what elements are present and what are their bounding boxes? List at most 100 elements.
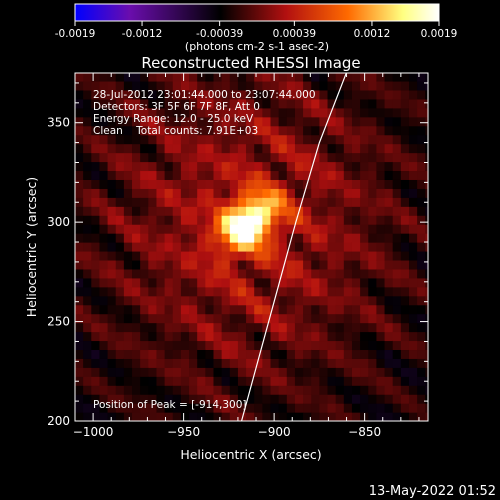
heatmap-cell: [303, 331, 312, 342]
heatmap-cell: [221, 242, 231, 252]
heatmap-cell: [262, 161, 272, 172]
heatmap-cell: [278, 98, 288, 109]
annotation-time-range: 28-Jul-2012 23:01:44.000 to 23:07:44.000: [93, 89, 316, 101]
heatmap-cell: [262, 143, 272, 154]
heatmap-cell: [327, 250, 337, 261]
heatmap-cell: [164, 107, 174, 118]
heatmap-cell: [229, 143, 239, 154]
heatmap-cell: [286, 259, 296, 270]
heatmap-cell: [99, 80, 109, 91]
heatmap-cell: [408, 143, 418, 154]
heatmap-cell: [132, 143, 141, 154]
heatmap-cell: [83, 197, 92, 207]
heatmap-cell: [278, 268, 288, 279]
heatmap-cell: [392, 179, 402, 189]
heatmap-cell: [246, 340, 255, 351]
heatmap-cell: [205, 349, 215, 359]
heatmap-cell: [425, 80, 428, 91]
heatmap-cell: [270, 331, 280, 342]
heatmap-cell: [91, 250, 101, 261]
heatmap-cell: [189, 349, 198, 359]
heatmap-cell: [246, 107, 255, 118]
heatmap-cell: [237, 358, 247, 368]
heatmap-cell: [311, 268, 320, 279]
heatmap-cell: [368, 73, 378, 82]
heatmap-cell: [221, 268, 231, 279]
heatmap-cell: [229, 134, 239, 145]
heatmap-cell: [392, 259, 402, 270]
heatmap-cell: [278, 412, 288, 421]
heatmap-cell: [417, 98, 426, 109]
heatmap-cell: [237, 197, 247, 207]
heatmap-cell: [294, 197, 304, 207]
heatmap-cell: [254, 358, 263, 368]
heatmap-cell: [213, 331, 223, 342]
heatmap-cell: [270, 376, 280, 386]
heatmap-cell: [123, 179, 133, 189]
heatmap-cell: [180, 215, 190, 225]
heatmap-cell: [351, 98, 361, 109]
heatmap-cell: [140, 215, 149, 225]
heatmap-cell: [376, 134, 386, 145]
heatmap-cell: [319, 358, 329, 368]
heatmap-cell: [392, 206, 402, 216]
heatmap-cell: [83, 259, 92, 270]
heatmap-cell: [425, 268, 428, 279]
heatmap-cell: [237, 295, 247, 306]
heatmap-cell: [229, 170, 239, 180]
heatmap-cell: [384, 215, 394, 225]
heatmap-cell: [213, 242, 223, 252]
heatmap-cell: [294, 313, 304, 324]
heatmap-cell: [229, 286, 239, 297]
heatmap-cell: [400, 125, 410, 136]
heatmap-cell: [254, 250, 263, 261]
heatmap-cell: [392, 322, 402, 333]
heatmap-cell: [140, 250, 149, 261]
heatmap-cell: [335, 188, 345, 198]
heatmap-cell: [408, 286, 418, 297]
heatmap-cell: [115, 89, 125, 100]
heatmap-cell: [148, 206, 158, 216]
heatmap-cell: [408, 125, 418, 136]
heatmap-cell: [360, 403, 369, 413]
heatmap-cell: [327, 358, 337, 368]
heatmap-cell: [83, 116, 92, 127]
heatmap-cell: [140, 242, 149, 252]
heatmap-cell: [384, 197, 394, 207]
heatmap-cell: [425, 179, 428, 189]
heatmap-cell: [197, 268, 206, 279]
heatmap-cell: [180, 340, 190, 351]
heatmap-cell: [400, 233, 410, 243]
heatmap-cell: [254, 179, 263, 189]
heatmap-cell: [319, 322, 329, 333]
heatmap-cell: [148, 188, 158, 198]
heatmap-cell: [172, 358, 182, 368]
heatmap-cell: [83, 188, 92, 198]
heatmap-cell: [132, 286, 141, 297]
heatmap-cell: [107, 367, 117, 377]
heatmap-cell: [123, 313, 133, 324]
heatmap-cell: [180, 313, 190, 324]
heatmap-cell: [278, 250, 288, 261]
heatmap-cell: [91, 313, 101, 324]
heatmap-cell: [180, 268, 190, 279]
heatmap-cell: [221, 295, 231, 306]
heatmap-cell: [205, 250, 215, 261]
heatmap-cell: [392, 143, 402, 154]
heatmap-cell: [319, 116, 329, 127]
heatmap-cell: [311, 304, 320, 315]
heatmap-cell: [254, 116, 263, 127]
heatmap-cell: [278, 403, 288, 413]
heatmap-cell: [246, 224, 255, 234]
heatmap-cell: [343, 385, 353, 395]
heatmap-cell: [335, 116, 345, 127]
heatmap-cell: [417, 215, 426, 225]
heatmap-cell: [213, 152, 223, 163]
heatmap-cell: [107, 206, 117, 216]
heatmap-cell: [237, 161, 247, 172]
heatmap-cell: [180, 349, 190, 359]
heatmap-cell: [303, 197, 312, 207]
heatmap-cell: [417, 188, 426, 198]
heatmap-cell: [343, 286, 353, 297]
heatmap-cell: [75, 385, 84, 395]
